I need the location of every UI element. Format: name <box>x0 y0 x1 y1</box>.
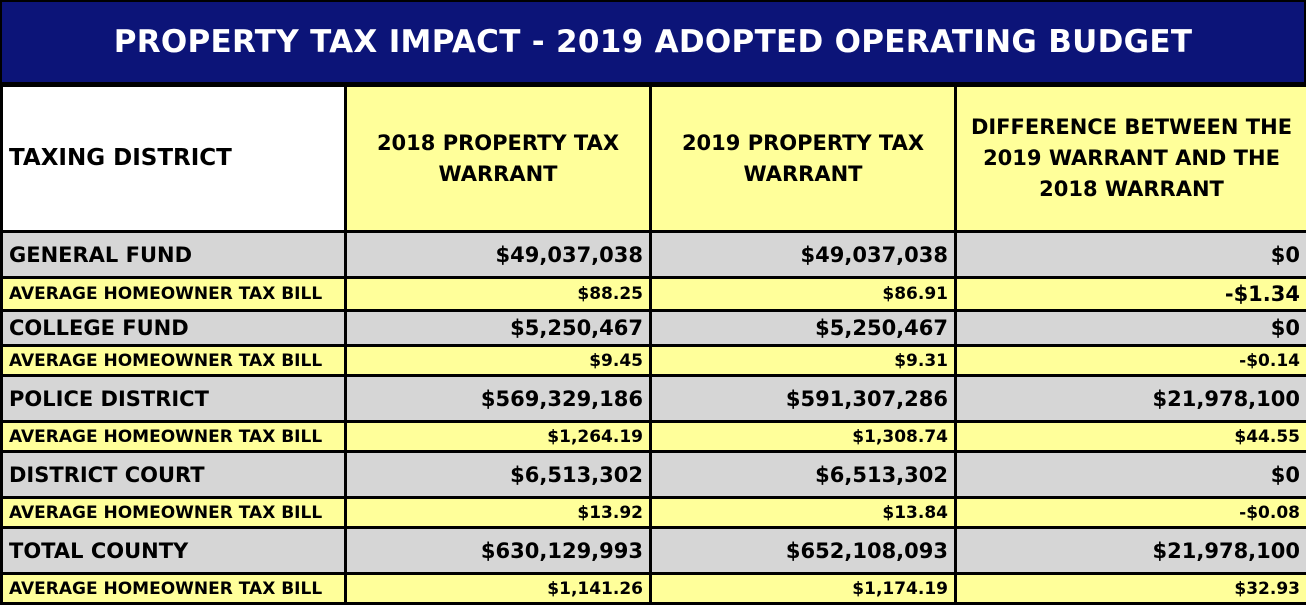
cell-difference: $0 <box>956 452 1306 498</box>
cell-2019: $5,250,467 <box>651 311 956 346</box>
cell-difference: $0 <box>956 311 1306 346</box>
row-label: AVERAGE HOMEOWNER TAX BILL <box>2 574 346 604</box>
cell-2018: $1,141.26 <box>346 574 651 604</box>
cell-2018: $6,513,302 <box>346 452 651 498</box>
table-row: GENERAL FUND $49,037,038 $49,037,038 $0 <box>2 232 1306 278</box>
cell-2018: $1,264.19 <box>346 422 651 452</box>
row-label: POLICE DISTRICT <box>2 376 346 422</box>
cell-2018: $49,037,038 <box>346 232 651 278</box>
cell-2018: $9.45 <box>346 346 651 376</box>
cell-difference: $21,978,100 <box>956 376 1306 422</box>
cell-difference: $32.93 <box>956 574 1306 604</box>
cell-2018: $630,129,993 <box>346 528 651 574</box>
cell-2019: $13.84 <box>651 498 956 528</box>
table-row: AVERAGE HOMEOWNER TAX BILL $13.92 $13.84… <box>2 498 1306 528</box>
cell-2019: $49,037,038 <box>651 232 956 278</box>
cell-2019: $6,513,302 <box>651 452 956 498</box>
row-label: COLLEGE FUND <box>2 311 346 346</box>
cell-2018: $13.92 <box>346 498 651 528</box>
cell-difference: $44.55 <box>956 422 1306 452</box>
row-label: GENERAL FUND <box>2 232 346 278</box>
cell-2019: $9.31 <box>651 346 956 376</box>
row-label: DISTRICT COURT <box>2 452 346 498</box>
table-row: DISTRICT COURT $6,513,302 $6,513,302 $0 <box>2 452 1306 498</box>
cell-difference: $0 <box>956 232 1306 278</box>
header-2019-warrant: 2019 PROPERTY TAX WARRANT <box>651 86 956 232</box>
cell-difference: -$0.08 <box>956 498 1306 528</box>
table-row: POLICE DISTRICT $569,329,186 $591,307,28… <box>2 376 1306 422</box>
cell-2019: $591,307,286 <box>651 376 956 422</box>
row-label: AVERAGE HOMEOWNER TAX BILL <box>2 278 346 311</box>
row-label: AVERAGE HOMEOWNER TAX BILL <box>2 498 346 528</box>
table-row: TOTAL COUNTY $630,129,993 $652,108,093 $… <box>2 528 1306 574</box>
cell-2019: $652,108,093 <box>651 528 956 574</box>
row-label: AVERAGE HOMEOWNER TAX BILL <box>2 422 346 452</box>
cell-difference: $21,978,100 <box>956 528 1306 574</box>
table-row: AVERAGE HOMEOWNER TAX BILL $88.25 $86.91… <box>2 278 1306 311</box>
tax-table: TAXING DISTRICT 2018 PROPERTY TAX WARRAN… <box>0 84 1306 605</box>
row-label: TOTAL COUNTY <box>2 528 346 574</box>
page-title: PROPERTY TAX IMPACT - 2019 ADOPTED OPERA… <box>0 0 1306 84</box>
row-label: AVERAGE HOMEOWNER TAX BILL <box>2 346 346 376</box>
cell-2018: $569,329,186 <box>346 376 651 422</box>
cell-2019: $86.91 <box>651 278 956 311</box>
table-row: COLLEGE FUND $5,250,467 $5,250,467 $0 <box>2 311 1306 346</box>
table-row: AVERAGE HOMEOWNER TAX BILL $1,264.19 $1,… <box>2 422 1306 452</box>
table-row: AVERAGE HOMEOWNER TAX BILL $1,141.26 $1,… <box>2 574 1306 604</box>
header-2018-warrant: 2018 PROPERTY TAX WARRANT <box>346 86 651 232</box>
cell-2018: $5,250,467 <box>346 311 651 346</box>
cell-difference: -$0.14 <box>956 346 1306 376</box>
cell-difference: -$1.34 <box>956 278 1306 311</box>
cell-2018: $88.25 <box>346 278 651 311</box>
cell-2019: $1,308.74 <box>651 422 956 452</box>
header-row: TAXING DISTRICT 2018 PROPERTY TAX WARRAN… <box>2 86 1306 232</box>
cell-2019: $1,174.19 <box>651 574 956 604</box>
tax-impact-sheet: PROPERTY TAX IMPACT - 2019 ADOPTED OPERA… <box>0 0 1306 588</box>
header-difference: DIFFERENCE BETWEEN THE 2019 WARRANT AND … <box>956 86 1306 232</box>
table-row: AVERAGE HOMEOWNER TAX BILL $9.45 $9.31 -… <box>2 346 1306 376</box>
header-taxing-district: TAXING DISTRICT <box>2 86 346 232</box>
